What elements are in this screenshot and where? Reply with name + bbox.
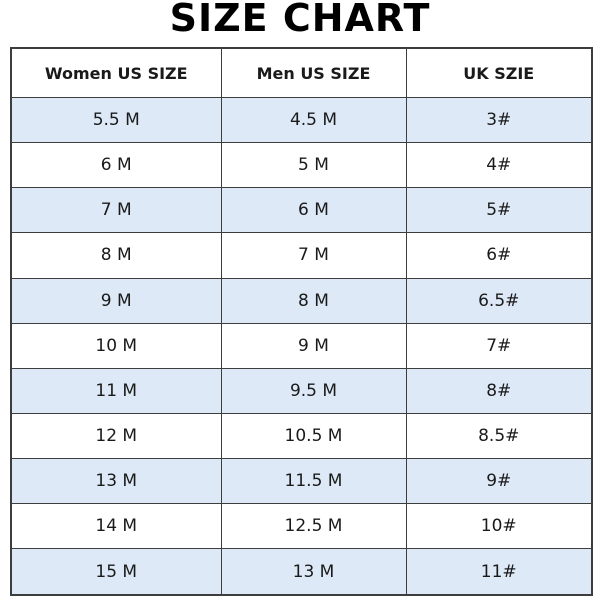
table-row: 10 M 9 M 7#: [10, 322, 593, 369]
table-row: 5.5 M 4.5 M 3#: [10, 96, 593, 144]
cell-men-us: 9.5 M: [220, 367, 407, 414]
cell-men-us: 11.5 M: [220, 457, 407, 505]
page-title: SIZE CHART: [169, 0, 431, 40]
cell-uk: 7#: [405, 322, 593, 369]
cell-uk: 10#: [405, 503, 593, 550]
cell-uk: 6#: [405, 232, 593, 279]
cell-uk: 9#: [405, 457, 593, 505]
cell-uk: 11#: [405, 548, 593, 596]
cell-women-us: 7 M: [10, 187, 222, 234]
cell-women-us: 10 M: [10, 322, 222, 369]
cell-men-us: 8 M: [220, 277, 407, 324]
cell-men-us: 6 M: [220, 187, 407, 234]
cell-men-us: 4.5 M: [220, 96, 407, 144]
table-row: 7 M 6 M 5#: [10, 187, 593, 234]
cell-men-us: 10.5 M: [220, 412, 407, 460]
table-row: 8 M 7 M 6#: [10, 232, 593, 279]
table-row: 15 M 13 M 11#: [10, 548, 593, 596]
table-row: 13 M 11.5 M 9#: [10, 457, 593, 505]
cell-men-us: 13 M: [220, 548, 407, 596]
table-row: 11 M 9.5 M 8#: [10, 367, 593, 414]
cell-women-us: 6 M: [10, 142, 222, 189]
cell-women-us: 5.5 M: [10, 96, 222, 144]
table-row: 6 M 5 M 4#: [10, 142, 593, 189]
column-header-men-us: Men US SIZE: [220, 47, 407, 98]
cell-uk: 8#: [405, 367, 593, 414]
cell-women-us: 8 M: [10, 232, 222, 279]
column-header-uk: UK SZIE: [405, 47, 593, 98]
cell-women-us: 15 M: [10, 548, 222, 596]
cell-women-us: 12 M: [10, 412, 222, 460]
cell-women-us: 9 M: [10, 277, 222, 324]
cell-women-us: 14 M: [10, 503, 222, 550]
cell-women-us: 11 M: [10, 367, 222, 414]
cell-uk: 5#: [405, 187, 593, 234]
cell-men-us: 12.5 M: [220, 503, 407, 550]
table-row: 9 M 8 M 6.5#: [10, 277, 593, 324]
cell-uk: 6.5#: [405, 277, 593, 324]
column-header-women-us: Women US SIZE: [10, 47, 222, 98]
size-chart-table: Women US SIZE Men US SIZE UK SZIE 5.5 M …: [10, 47, 593, 596]
table-row: 12 M 10.5 M 8.5#: [10, 412, 593, 460]
cell-men-us: 9 M: [220, 322, 407, 369]
cell-uk: 4#: [405, 142, 593, 189]
table-row: 14 M 12.5 M 10#: [10, 503, 593, 550]
cell-men-us: 7 M: [220, 232, 407, 279]
header-row: Women US SIZE Men US SIZE UK SZIE: [10, 47, 593, 98]
cell-uk: 8.5#: [405, 412, 593, 460]
cell-men-us: 5 M: [220, 142, 407, 189]
cell-women-us: 13 M: [10, 457, 222, 505]
cell-uk: 3#: [405, 96, 593, 144]
